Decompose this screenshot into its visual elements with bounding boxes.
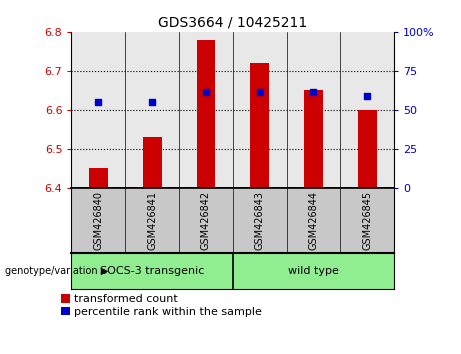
Text: GSM426842: GSM426842 xyxy=(201,191,211,250)
Text: GSM426840: GSM426840 xyxy=(93,191,103,250)
Text: SOCS-3 transgenic: SOCS-3 transgenic xyxy=(100,266,204,276)
Legend: transformed count, percentile rank within the sample: transformed count, percentile rank withi… xyxy=(61,294,262,317)
Point xyxy=(148,99,156,105)
Bar xyxy=(250,63,269,188)
Text: GSM426841: GSM426841 xyxy=(147,191,157,250)
Text: genotype/variation ▶: genotype/variation ▶ xyxy=(5,266,108,276)
Text: GSM426844: GSM426844 xyxy=(308,191,319,250)
Text: wild type: wild type xyxy=(288,266,339,276)
Bar xyxy=(89,168,108,188)
Text: GSM426843: GSM426843 xyxy=(254,191,265,250)
Point xyxy=(202,90,210,95)
Point xyxy=(256,90,263,95)
Title: GDS3664 / 10425211: GDS3664 / 10425211 xyxy=(158,15,307,29)
Bar xyxy=(358,110,377,188)
Bar xyxy=(304,90,323,188)
Point xyxy=(95,99,102,105)
Point xyxy=(364,93,371,99)
Bar xyxy=(196,40,215,188)
Text: GSM426845: GSM426845 xyxy=(362,191,372,250)
Bar xyxy=(143,137,161,188)
Point xyxy=(310,90,317,95)
